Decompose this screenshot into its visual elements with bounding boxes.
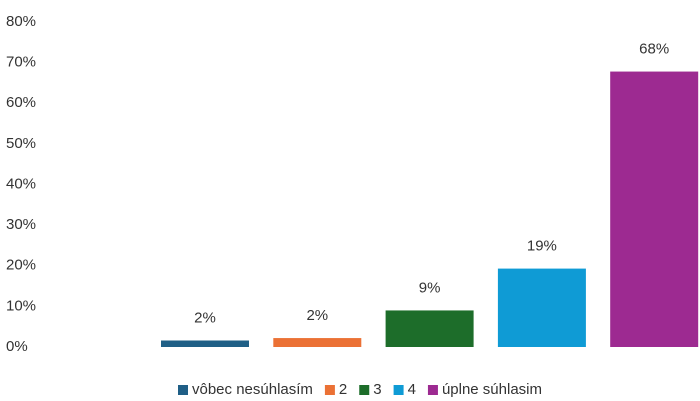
y-tick-label: 30% [6, 216, 36, 233]
legend-label: vôbec nesúhlasím [192, 381, 313, 398]
y-tick-label: 60% [6, 94, 36, 111]
bar [610, 71, 699, 347]
y-tick-label: 20% [6, 257, 36, 274]
legend-swatch [178, 385, 188, 395]
legend-label: úplne súhlasim [442, 381, 542, 398]
data-label: 9% [419, 279, 441, 296]
legend-label: 4 [408, 381, 416, 398]
legend-swatch [359, 385, 370, 395]
data-label: 2% [306, 307, 328, 324]
legend-swatch [427, 385, 438, 395]
bar [497, 268, 586, 347]
bar [273, 338, 362, 347]
data-label: 68% [639, 41, 669, 58]
legend-swatch [393, 385, 404, 395]
y-tick-label: 40% [6, 175, 36, 192]
bar [161, 340, 249, 347]
legend-swatch [324, 385, 335, 395]
legend-label: 2 [339, 381, 347, 398]
y-tick-label: 80% [6, 13, 36, 30]
y-tick-label: 70% [6, 54, 36, 71]
data-label: 2% [194, 309, 216, 326]
data-label: 19% [527, 238, 557, 255]
bar [385, 310, 474, 347]
y-tick-label: 50% [6, 135, 36, 152]
y-tick-label: 10% [6, 297, 36, 314]
legend-label: 3 [373, 381, 381, 398]
y-tick-label: 0% [6, 338, 28, 355]
